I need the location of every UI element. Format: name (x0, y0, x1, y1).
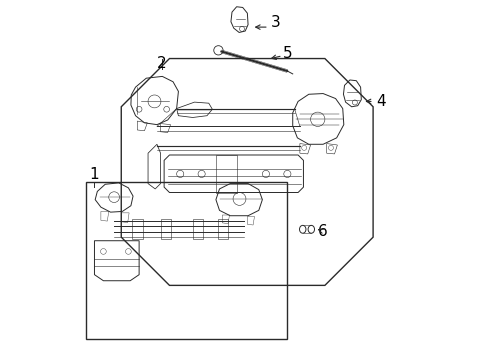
Text: 1: 1 (89, 167, 99, 182)
Text: 3: 3 (271, 15, 281, 30)
Text: 5: 5 (282, 46, 292, 61)
Text: 6: 6 (318, 224, 327, 239)
Text: 2: 2 (157, 57, 166, 71)
Bar (85, 182, 287, 339)
Text: 4: 4 (376, 94, 386, 109)
